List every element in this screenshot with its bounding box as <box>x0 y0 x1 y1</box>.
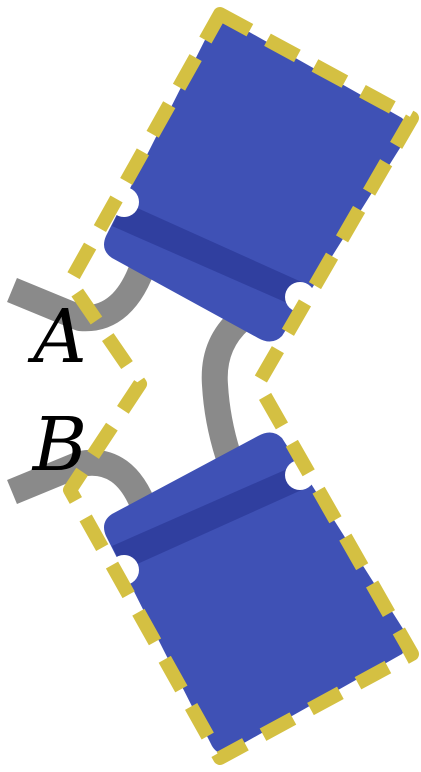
wire-middle <box>201 310 250 459</box>
terminal-label-b: B <box>31 402 87 488</box>
lower-block-stripe <box>112 466 306 570</box>
lower-block <box>104 432 408 754</box>
wires <box>7 255 250 515</box>
dashed-outline <box>63 7 419 765</box>
upper-block <box>104 18 408 342</box>
terminal-label-a: A <box>27 294 86 380</box>
upper-block-body <box>104 18 408 342</box>
wire-b <box>7 449 158 515</box>
lower-block-body <box>104 432 408 754</box>
upper-block-stripe <box>112 202 306 306</box>
wire-a <box>7 255 158 332</box>
